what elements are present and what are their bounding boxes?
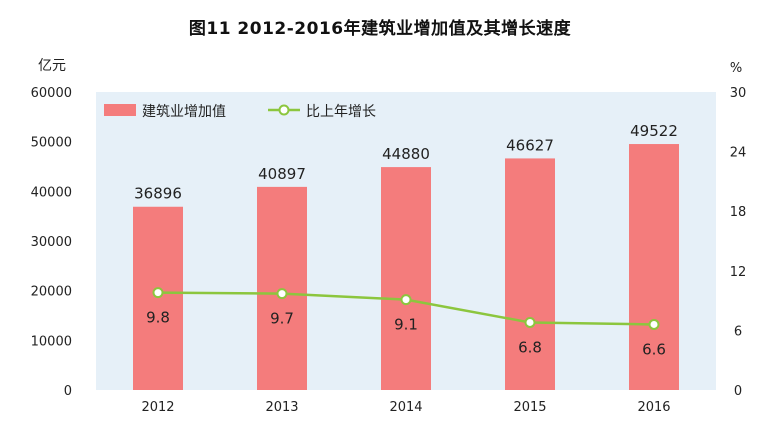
left-axis-tick-label: 10000 [31, 334, 72, 349]
left-axis-unit: 亿元 [38, 58, 66, 74]
bar-value-label: 49522 [630, 122, 678, 140]
left-axis-tick-label: 50000 [31, 136, 72, 151]
right-axis-tick-label: 0 [734, 384, 742, 399]
bar-value-label: 46627 [506, 136, 554, 154]
growth-point [648, 318, 660, 330]
left-axis-tick-label: 30000 [31, 235, 72, 250]
growth-point [524, 316, 536, 328]
left-axis-tick-label: 40000 [31, 185, 72, 200]
x-axis-tick-label: 2012 [141, 400, 174, 415]
left-axis-tick-label: 0 [64, 384, 72, 399]
right-axis-tick-label: 6 [734, 324, 742, 339]
growth-point [400, 294, 412, 306]
bar [133, 206, 183, 390]
left-axis-tick-label: 20000 [31, 285, 72, 300]
right-axis-tick-label: 18 [730, 205, 747, 220]
right-axis-tick-label: 12 [730, 265, 747, 280]
x-axis-tick-label: 2016 [637, 400, 670, 415]
growth-value-label: 9.7 [270, 310, 294, 328]
growth-value-label: 6.6 [642, 340, 666, 358]
x-axis-tick-label: 2013 [265, 400, 298, 415]
growth-value-label: 9.1 [394, 316, 418, 334]
bar-value-label: 36896 [134, 185, 182, 203]
left-axis-tick-label: 60000 [31, 86, 72, 101]
bar [505, 158, 555, 390]
chart-title: 图11 2012-2016年建筑业增加值及其增长速度 [188, 19, 572, 39]
right-axis-unit: % [730, 61, 742, 76]
bar [381, 167, 431, 390]
bar-value-label: 40897 [258, 165, 306, 183]
right-axis-tick-label: 30 [730, 86, 747, 101]
legend-bar-swatch [104, 104, 136, 116]
growth-point [152, 287, 164, 299]
legend-bar-label: 建筑业增加值 [142, 104, 226, 120]
growth-value-label: 6.8 [518, 338, 542, 356]
x-axis-tick-label: 2015 [513, 400, 546, 415]
legend-line-marker [278, 104, 290, 116]
growth-value-label: 9.8 [146, 309, 170, 327]
bar-value-label: 44880 [382, 145, 430, 163]
growth-point [276, 288, 288, 300]
right-axis-tick-label: 24 [730, 146, 747, 161]
x-axis-tick-label: 2014 [389, 400, 422, 415]
legend-line-label: 比上年增长 [306, 104, 376, 120]
bar [629, 144, 679, 390]
